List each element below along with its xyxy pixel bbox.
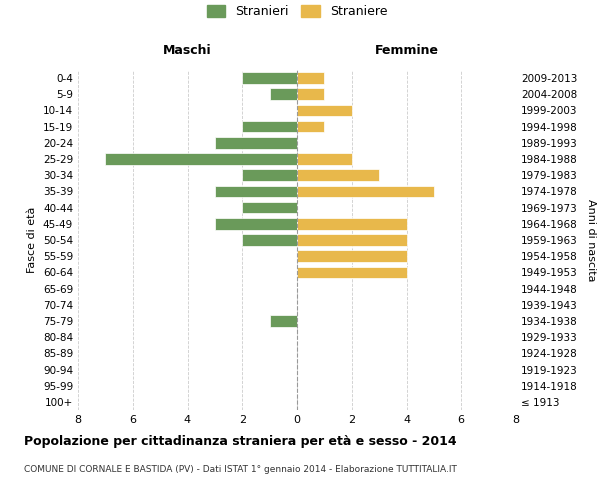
Bar bbox=[106, 153, 297, 165]
Bar bbox=[297, 218, 407, 230]
Bar bbox=[297, 153, 352, 165]
Text: COMUNE DI CORNALE E BASTIDA (PV) - Dati ISTAT 1° gennaio 2014 - Elaborazione TUT: COMUNE DI CORNALE E BASTIDA (PV) - Dati … bbox=[24, 465, 457, 474]
Bar bbox=[297, 186, 434, 198]
Legend: Stranieri, Straniere: Stranieri, Straniere bbox=[203, 2, 391, 22]
Bar bbox=[297, 104, 352, 117]
Text: Maschi: Maschi bbox=[163, 44, 212, 58]
Bar bbox=[215, 137, 297, 148]
Bar bbox=[297, 250, 407, 262]
Bar bbox=[297, 234, 407, 246]
Bar bbox=[242, 121, 297, 132]
Text: Popolazione per cittadinanza straniera per età e sesso - 2014: Popolazione per cittadinanza straniera p… bbox=[24, 435, 457, 448]
Bar bbox=[297, 170, 379, 181]
Bar bbox=[297, 88, 325, 100]
Bar bbox=[242, 202, 297, 213]
Bar bbox=[269, 315, 297, 327]
Bar bbox=[242, 72, 297, 84]
Bar bbox=[215, 218, 297, 230]
Bar bbox=[215, 186, 297, 198]
Bar bbox=[269, 88, 297, 100]
Bar bbox=[297, 266, 407, 278]
Bar bbox=[242, 234, 297, 246]
Bar bbox=[297, 72, 325, 84]
Bar bbox=[242, 170, 297, 181]
Text: Femmine: Femmine bbox=[374, 44, 439, 58]
Bar bbox=[297, 121, 325, 132]
Y-axis label: Anni di nascita: Anni di nascita bbox=[586, 198, 596, 281]
Y-axis label: Fasce di età: Fasce di età bbox=[28, 207, 37, 273]
